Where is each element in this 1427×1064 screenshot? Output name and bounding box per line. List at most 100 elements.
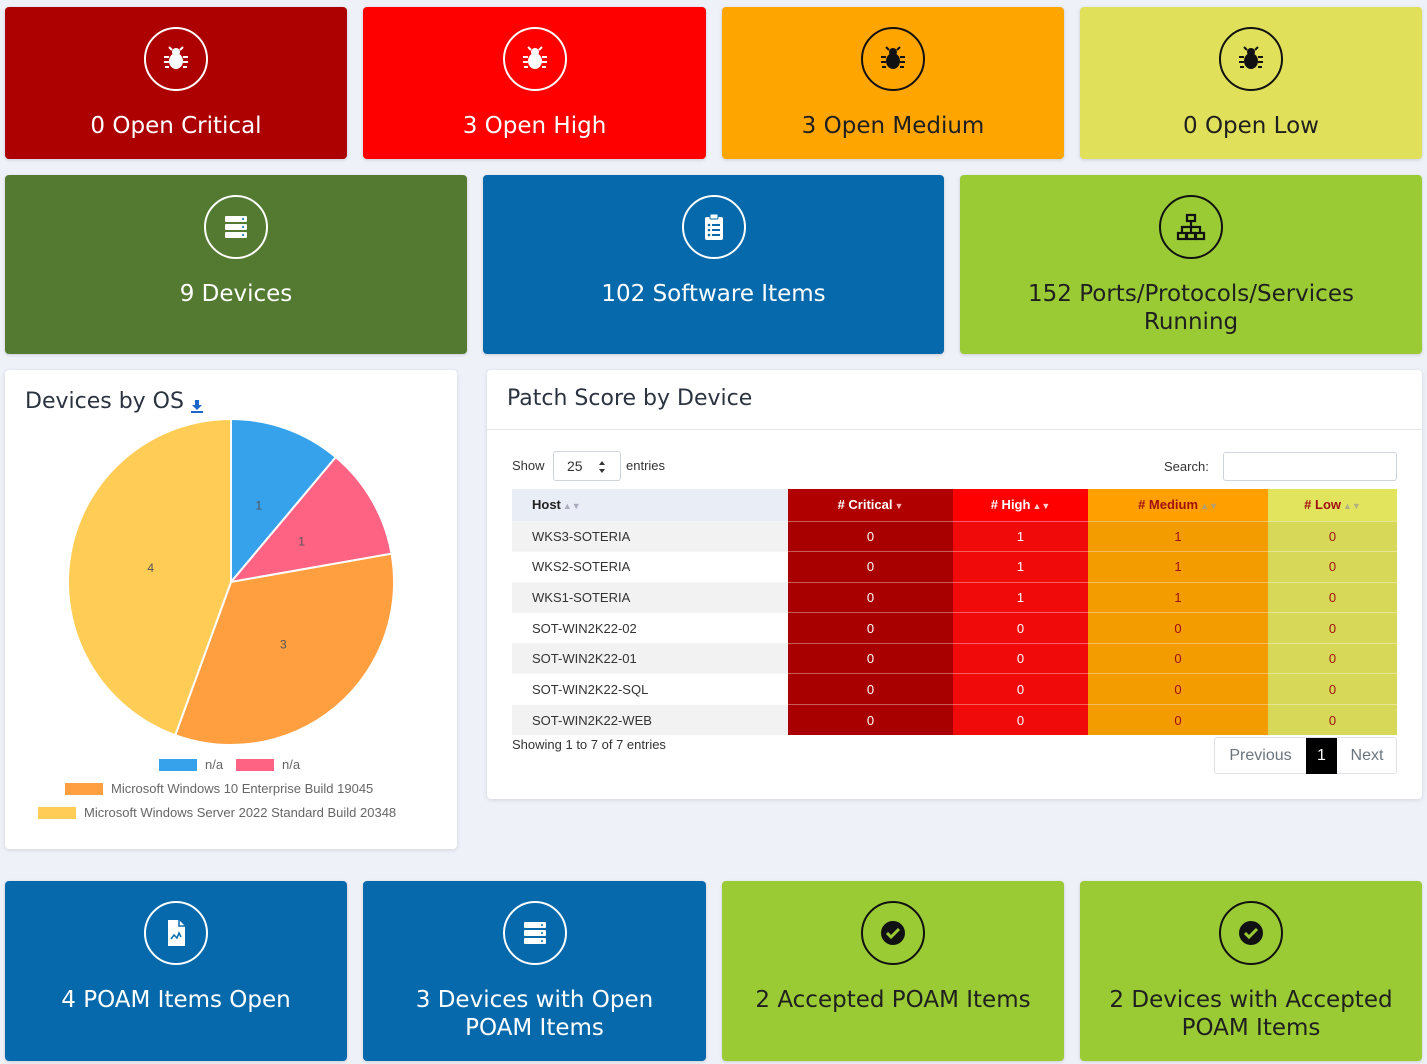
col-low[interactable]: # Low ▲▼ (1268, 489, 1397, 521)
select-arrows-icon (598, 460, 606, 474)
devices-accepted-poam-tile[interactable]: 2 Devices with Accepted POAM Items (1080, 881, 1422, 1061)
server-icon (204, 195, 268, 259)
tile-label: 0 Open Low (1183, 113, 1319, 139)
page-1-button[interactable]: 1 (1306, 738, 1337, 774)
col-label: # Critical (837, 497, 893, 513)
next-button[interactable]: Next (1350, 747, 1384, 764)
low-cell: 0 (1268, 642, 1397, 674)
critical-cell: 0 (788, 520, 953, 552)
pie-slice-label: 1 (298, 534, 305, 548)
legend-swatch (236, 758, 274, 771)
pie-slice[interactable] (173, 552, 395, 746)
devices-open-poam-tile[interactable]: 3 Devices with Open POAM Items (363, 881, 706, 1061)
low-cell: 0 (1268, 520, 1397, 552)
pie-slice-label: 1 (256, 498, 263, 512)
host-cell: SOT-WIN2K22-WEB (512, 704, 788, 736)
sort-icon: ▲▼ (1343, 500, 1361, 511)
legend-label: n/a (282, 757, 301, 772)
pie-slice[interactable] (228, 455, 393, 584)
tile-label: 102 Software Items (601, 281, 826, 307)
low-cell: 0 (1268, 551, 1397, 583)
low-cell: 0 (1268, 673, 1397, 705)
legend-swatch (38, 806, 76, 819)
tile-label: 3 Open High (462, 113, 607, 139)
sort-icon: ▲▼ (1200, 500, 1218, 511)
open-medium-tile[interactable]: 3 Open Medium (722, 7, 1064, 159)
col-host[interactable]: Host ▲▼ (512, 489, 788, 521)
legend-label: Microsoft Windows 10 Enterprise Build 19… (111, 781, 374, 796)
table-row: WKS2-SOTERIA 0 1 1 0 (512, 551, 1397, 583)
pie-slice[interactable] (230, 417, 338, 585)
panel-divider (487, 429, 1422, 430)
pie-slice[interactable] (67, 417, 232, 737)
tile-label: 3 Devices with Open POAM Items (415, 987, 654, 1041)
host-cell: WKS1-SOTERIA (512, 581, 788, 613)
col-label: # High (990, 497, 1031, 513)
legend-item[interactable]: Microsoft Windows 10 Enterprise Build 19… (65, 781, 373, 796)
medium-cell: 0 (1088, 673, 1268, 705)
server-icon (502, 901, 567, 965)
table-row: SOT-WIN2K22-02 0 0 0 0 (512, 612, 1397, 644)
host-cell: SOT-WIN2K22-02 (512, 612, 788, 644)
legend-label: n/a (205, 757, 224, 772)
legend-item[interactable]: Microsoft Windows Server 2022 Standard B… (38, 805, 396, 820)
open-high-tile[interactable]: 3 Open High (363, 7, 706, 159)
bug-icon (144, 27, 208, 91)
network-icon (1159, 195, 1223, 259)
file-chart-icon (144, 901, 208, 965)
table-row: SOT-WIN2K22-01 0 0 0 0 (512, 642, 1397, 674)
low-cell: 0 (1268, 612, 1397, 644)
sort-icon: ▲▼ (562, 500, 581, 511)
devices-tile[interactable]: 9 Devices (5, 175, 467, 354)
critical-cell: 0 (788, 642, 953, 674)
medium-cell: 1 (1088, 581, 1268, 613)
critical-cell: 0 (788, 551, 953, 583)
tile-label: 4 POAM Items Open (61, 987, 291, 1013)
previous-button[interactable]: Previous (1229, 747, 1292, 764)
tile-label: 152 Ports/Protocols/Services Running (1028, 281, 1354, 335)
medium-cell: 0 (1088, 704, 1268, 736)
tile-label: 0 Open Critical (90, 113, 262, 139)
high-cell: 0 (953, 612, 1088, 644)
download-icon[interactable] (190, 399, 204, 413)
software-items-tile[interactable]: 102 Software Items (483, 175, 944, 354)
search-input[interactable] (1223, 452, 1397, 481)
sort-icon: ▲▼ (1032, 500, 1051, 511)
entries-select[interactable]: 25 (553, 451, 621, 481)
sort-desc-icon: ▼ (894, 500, 904, 511)
col-label: Host (532, 497, 561, 513)
poam-items-open-tile[interactable]: 4 POAM Items Open (5, 881, 347, 1061)
critical-cell: 0 (788, 704, 953, 736)
tile-label: 9 Devices (179, 281, 293, 307)
col-medium[interactable]: # Medium ▲▼ (1088, 489, 1268, 521)
table-row: WKS3-SOTERIA 0 1 1 0 (512, 520, 1397, 552)
open-critical-tile[interactable]: 0 Open Critical (5, 7, 347, 159)
entries-label: entries (626, 458, 666, 473)
high-cell: 1 (953, 520, 1088, 552)
host-cell: SOT-WIN2K22-SQL (512, 673, 788, 705)
col-label: # Low (1304, 497, 1341, 513)
tile-label: 2 Accepted POAM Items (755, 987, 1031, 1013)
table-row: WKS1-SOTERIA 0 1 1 0 (512, 581, 1397, 613)
host-cell: WKS3-SOTERIA (512, 520, 788, 552)
table-header-row: Host ▲▼ # Critical ▼ # High ▲▼ # Medium ▲▼ #… (512, 489, 1397, 521)
bug-icon (502, 27, 567, 91)
legend-swatch (159, 758, 197, 771)
col-critical[interactable]: # Critical ▼ (788, 489, 953, 521)
legend-item[interactable]: n/a (159, 757, 223, 772)
col-label: # Medium (1138, 497, 1199, 513)
patch-score-panel: Patch Score by Device Show 25 entries Se… (487, 370, 1422, 799)
accepted-poam-items-tile[interactable]: 2 Accepted POAM Items (722, 881, 1064, 1061)
search-label: Search: (1164, 459, 1209, 474)
table-row: SOT-WIN2K22-SQL 0 0 0 0 (512, 673, 1397, 705)
pie-slice-label: 4 (147, 561, 154, 575)
patch-score-table: Host ▲▼ # Critical ▼ # High ▲▼ # Medium ▲▼ #… (512, 489, 1397, 736)
ports-protocols-services-tile[interactable]: 152 Ports/Protocols/Services Running (960, 175, 1422, 354)
medium-cell: 0 (1088, 612, 1268, 644)
legend-item[interactable]: n/a (236, 757, 300, 772)
open-low-tile[interactable]: 0 Open Low (1080, 7, 1422, 159)
col-high[interactable]: # High ▲▼ (953, 489, 1088, 521)
high-cell: 0 (953, 704, 1088, 736)
table-info: Showing 1 to 7 of 7 entries (512, 737, 666, 752)
high-cell: 0 (953, 642, 1088, 674)
